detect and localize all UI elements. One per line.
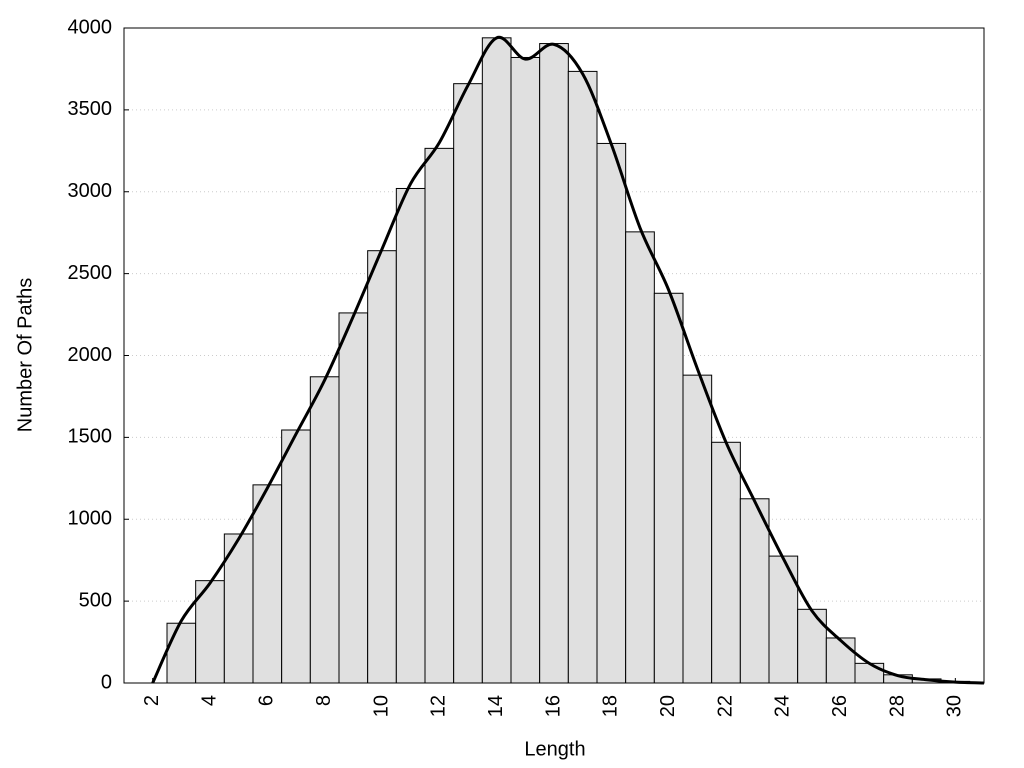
x-tick-label: 16 bbox=[542, 695, 564, 717]
bar bbox=[338, 312, 369, 684]
bar bbox=[453, 83, 483, 684]
bar bbox=[281, 429, 311, 684]
y-tick-label: 3000 bbox=[68, 180, 113, 202]
bar bbox=[653, 292, 684, 684]
y-tick-label: 1500 bbox=[68, 426, 113, 448]
bar bbox=[367, 250, 397, 684]
bar bbox=[309, 376, 340, 684]
x-tick-label: 18 bbox=[600, 695, 622, 717]
x-tick-label: 10 bbox=[370, 695, 392, 717]
y-tick-label: 0 bbox=[101, 671, 112, 693]
x-tick-label: 28 bbox=[886, 695, 908, 717]
y-tick-label: 2500 bbox=[68, 262, 113, 284]
bar bbox=[424, 147, 455, 684]
x-tick-label: 22 bbox=[714, 695, 736, 717]
bar bbox=[682, 374, 713, 684]
x-tick-label: 14 bbox=[485, 695, 507, 717]
bar bbox=[596, 142, 627, 684]
bar bbox=[252, 484, 283, 684]
y-tick-label: 4000 bbox=[68, 16, 113, 38]
bar bbox=[166, 622, 197, 684]
y-tick-label: 500 bbox=[79, 589, 112, 611]
y-tick-label: 2000 bbox=[68, 344, 113, 366]
bar bbox=[510, 56, 541, 684]
bar bbox=[854, 662, 885, 684]
bar bbox=[395, 187, 426, 684]
bar bbox=[825, 637, 856, 684]
bar bbox=[481, 37, 512, 684]
bar bbox=[539, 43, 569, 684]
x-tick-label: 6 bbox=[256, 695, 278, 706]
y-tick-label: 1000 bbox=[68, 508, 113, 530]
y-tick-label: 3500 bbox=[68, 98, 113, 120]
bar bbox=[711, 441, 741, 684]
x-axis-label: Length bbox=[524, 738, 585, 760]
x-tick-label: 26 bbox=[829, 695, 851, 717]
x-tick-label: 24 bbox=[772, 695, 794, 717]
x-tick-label: 2 bbox=[141, 695, 163, 706]
x-tick-label: 4 bbox=[198, 695, 220, 706]
bar bbox=[625, 231, 655, 684]
x-tick-label: 8 bbox=[313, 695, 335, 706]
bar bbox=[739, 498, 770, 684]
plot-frame bbox=[123, 27, 985, 684]
x-tick-label: 30 bbox=[944, 695, 966, 717]
bar bbox=[567, 70, 598, 684]
x-tick-label: 12 bbox=[428, 695, 450, 717]
y-axis-label: Number Of Paths bbox=[14, 278, 36, 433]
density-line bbox=[151, 35, 985, 685]
x-tick-label: 20 bbox=[657, 695, 679, 717]
bar bbox=[797, 608, 827, 684]
